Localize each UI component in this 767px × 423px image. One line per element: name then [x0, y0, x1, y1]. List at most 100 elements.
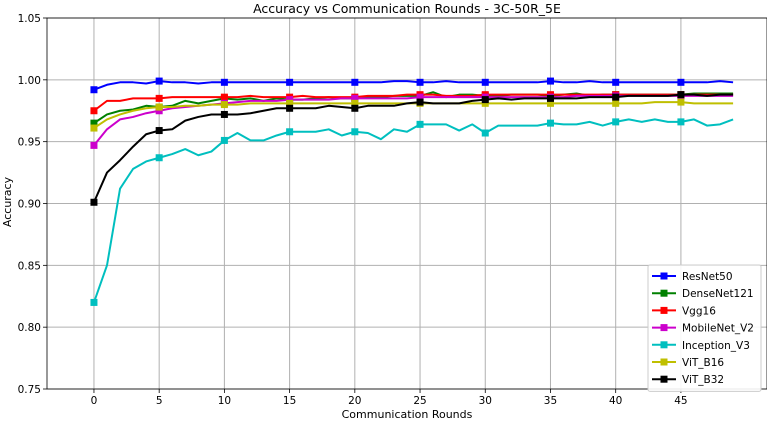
y-tick-label: 0.90 — [18, 199, 41, 211]
data-point-marker — [546, 77, 554, 85]
data-point-marker — [612, 78, 620, 86]
legend-marker-swatch — [660, 272, 668, 280]
x-tick-label: 40 — [609, 395, 622, 407]
legend-label: Vgg16 — [682, 305, 716, 317]
legend-item: ViT_B16 — [652, 357, 724, 369]
data-point-marker — [351, 94, 359, 102]
data-point-marker — [155, 94, 163, 102]
series-line — [93, 93, 734, 112]
legend-item: ResNet50 — [652, 271, 733, 283]
legend-label: ViT_B16 — [682, 357, 724, 369]
series-line — [93, 80, 734, 91]
series-lines — [90, 77, 734, 306]
data-point-marker — [677, 118, 685, 126]
data-point-marker — [481, 78, 489, 86]
series-vit-b32 — [90, 91, 734, 206]
y-tick-label: 0.85 — [18, 260, 41, 272]
data-point-marker — [220, 101, 228, 109]
legend-item: ViT_B32 — [652, 374, 724, 386]
x-tick-label: 15 — [283, 395, 296, 407]
series-line — [93, 93, 734, 203]
axis-ticks: 0 5 10 15 20 25 30 35 40 45 0.75 0.80 0.85 0.90 0.95 1.… — [18, 13, 688, 407]
data-point-marker — [286, 78, 294, 86]
x-tick-label: 5 — [156, 395, 163, 407]
legend-item: DenseNet121 — [652, 288, 754, 300]
series-line — [93, 118, 734, 303]
data-point-marker — [286, 128, 294, 136]
legend-marker-swatch — [660, 358, 668, 366]
data-point-marker — [612, 118, 620, 126]
data-point-marker — [351, 99, 359, 107]
data-point-marker — [90, 198, 98, 206]
data-point-marker — [155, 127, 163, 135]
series-resnet50 — [90, 77, 734, 94]
series-line — [93, 101, 734, 129]
data-point-marker — [612, 93, 620, 101]
data-point-marker — [155, 154, 163, 162]
y-tick-label: 1.05 — [18, 13, 41, 25]
data-point-marker — [546, 119, 554, 127]
data-point-marker — [286, 99, 294, 107]
x-tick-label: 35 — [544, 395, 557, 407]
data-point-marker — [677, 91, 685, 99]
y-tick-label: 0.75 — [18, 384, 41, 396]
legend-label: ViT_B32 — [682, 374, 724, 386]
data-point-marker — [286, 104, 294, 112]
data-point-marker — [351, 128, 359, 136]
data-point-marker — [612, 99, 620, 107]
x-tick-label: 10 — [218, 395, 231, 407]
x-tick-label: 45 — [674, 395, 687, 407]
data-point-marker — [90, 141, 98, 149]
data-point-marker — [90, 124, 98, 132]
data-point-marker — [416, 93, 424, 101]
data-point-marker — [677, 78, 685, 86]
data-point-marker — [481, 96, 489, 104]
data-point-marker — [481, 129, 489, 137]
data-point-marker — [155, 107, 163, 115]
y-tick-label: 0.95 — [18, 137, 41, 149]
data-point-marker — [220, 136, 228, 144]
data-point-marker — [416, 120, 424, 128]
x-axis-label: Communication Rounds — [342, 408, 473, 421]
data-point-marker — [416, 78, 424, 86]
data-point-marker — [351, 104, 359, 112]
data-point-marker — [90, 298, 98, 306]
data-point-marker — [481, 99, 489, 107]
series-inception-v3 — [90, 118, 734, 306]
y-axis-label: Accuracy — [1, 176, 14, 227]
data-point-marker — [677, 98, 685, 106]
data-point-marker — [155, 77, 163, 85]
legend-box — [647, 264, 762, 392]
legend-label: MobileNet_V2 — [682, 323, 754, 335]
legend-marker-swatch — [660, 375, 668, 383]
legend-marker-swatch — [660, 289, 668, 297]
data-point-marker — [416, 98, 424, 106]
legend-marker-swatch — [660, 341, 668, 349]
legend-marker-swatch — [660, 306, 668, 314]
legend: ResNet50 DenseNet121 Vgg16 MobileNet_V2 Ince… — [647, 264, 762, 392]
data-point-marker — [220, 93, 228, 101]
legend-label: ResNet50 — [682, 271, 733, 283]
x-tick-label: 30 — [479, 395, 492, 407]
legend-item: Inception_V3 — [652, 340, 750, 352]
legend-marker-swatch — [660, 324, 668, 332]
data-point-marker — [220, 110, 228, 118]
y-tick-label: 1.00 — [18, 75, 41, 87]
data-point-marker — [351, 78, 359, 86]
data-point-marker — [155, 103, 163, 111]
data-point-marker — [546, 94, 554, 102]
data-point-marker — [90, 107, 98, 115]
y-tick-label: 0.80 — [18, 322, 41, 334]
x-tick-label: 0 — [91, 395, 98, 407]
data-point-marker — [90, 86, 98, 94]
x-tick-label: 20 — [348, 395, 361, 407]
data-point-marker — [90, 119, 98, 127]
legend-label: Inception_V3 — [682, 340, 750, 352]
data-point-marker — [286, 96, 294, 104]
legend-label: DenseNet121 — [682, 288, 754, 300]
x-tick-label: 25 — [413, 395, 426, 407]
chart-title: Accuracy vs Communication Rounds - 3C-50… — [253, 1, 561, 16]
data-point-marker — [220, 78, 228, 86]
legend-item: MobileNet_V2 — [652, 323, 754, 335]
